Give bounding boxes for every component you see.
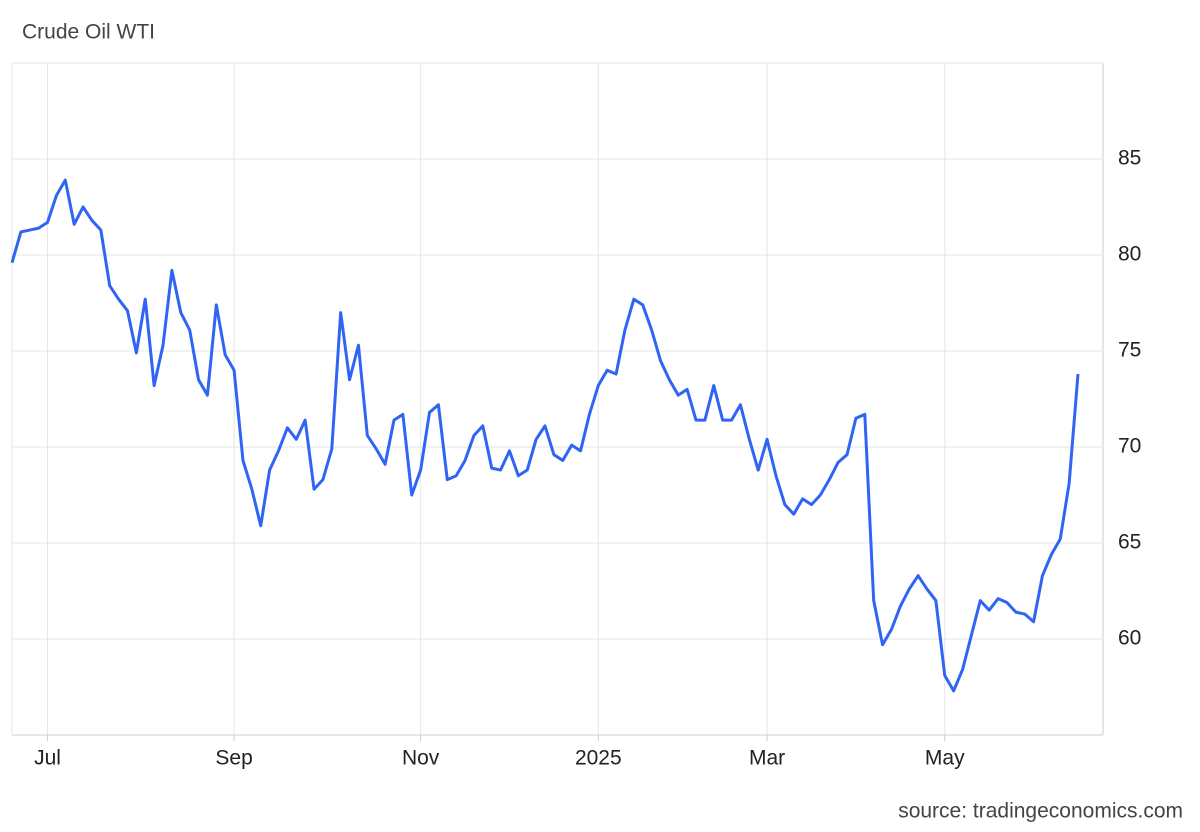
x-tick-label: 2025 (575, 747, 622, 770)
y-tick-label: 85 (1118, 147, 1141, 170)
y-tick-label: 75 (1118, 339, 1141, 362)
y-tick-label: 70 (1118, 435, 1141, 458)
x-tick-label: Sep (215, 747, 252, 770)
price-line (10, 178, 1080, 693)
chart-title: Crude Oil WTI (22, 21, 155, 44)
y-tick-label: 65 (1118, 531, 1141, 554)
x-tick-label: Mar (749, 747, 785, 770)
source-note: source: tradingeconomics.com (898, 800, 1183, 823)
y-tick-label: 80 (1118, 243, 1141, 266)
x-tick-label: Jul (34, 747, 61, 770)
x-tick-label: Nov (402, 747, 440, 770)
x-tick-label: May (925, 747, 965, 770)
y-tick-label: 60 (1118, 627, 1141, 650)
